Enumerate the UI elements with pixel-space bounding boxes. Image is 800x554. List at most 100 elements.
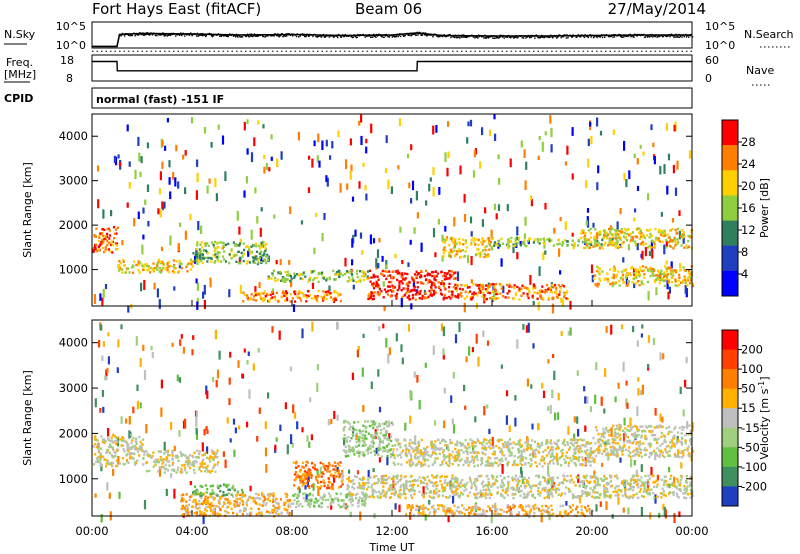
- band-cell: [511, 486, 514, 489]
- band-cell: [593, 236, 596, 239]
- n-sky-point: [292, 35, 294, 37]
- band-cell: [186, 507, 189, 510]
- n-sky-point: [283, 34, 285, 37]
- band-cell: [398, 489, 401, 492]
- band-cell: [691, 284, 694, 288]
- band-cell: [422, 282, 425, 285]
- n-sky-point: [373, 33, 375, 36]
- band-cell: [658, 281, 661, 285]
- n-sky-point: [201, 33, 203, 35]
- n-sky-point: [691, 34, 693, 36]
- n-sky-point: [123, 33, 125, 36]
- band-cell: [663, 232, 666, 235]
- scatter-cell: [349, 170, 352, 180]
- scatter-cell: [226, 417, 229, 424]
- band-cell: [137, 260, 140, 263]
- band-cell: [563, 295, 566, 299]
- n-sky-point: [429, 34, 431, 36]
- band-cell: [109, 445, 113, 449]
- band-cell: [667, 267, 670, 270]
- scatter-cell: [661, 416, 664, 423]
- n-sky-point: [182, 32, 184, 34]
- n-sky-point: [424, 34, 426, 36]
- band-cell: [442, 240, 445, 244]
- band-cell: [532, 287, 535, 290]
- band-cell: [674, 278, 677, 281]
- band-cell: [453, 480, 457, 483]
- band-cell: [675, 231, 678, 234]
- n-sky-point: [172, 32, 175, 35]
- band-cell: [516, 241, 519, 245]
- band-cell: [485, 254, 488, 257]
- band-cell: [440, 293, 444, 296]
- band-cell: [612, 233, 615, 236]
- band-cell: [114, 440, 117, 443]
- scatter-cell: [105, 376, 108, 381]
- scatter-cell: [173, 445, 176, 452]
- band-cell: [130, 266, 134, 269]
- band-cell: [296, 493, 299, 497]
- n-sky-point: [298, 34, 301, 36]
- n-sky-point: [302, 34, 304, 36]
- band-cell: [454, 283, 457, 287]
- band-cell: [462, 243, 465, 246]
- colorbar-tick-label: 20: [741, 179, 756, 193]
- band-cell: [296, 295, 299, 298]
- band-cell: [260, 243, 264, 246]
- band-cell: [467, 291, 470, 294]
- band-cell: [412, 488, 415, 492]
- band-cell: [329, 495, 332, 498]
- band-cell: [275, 497, 278, 501]
- band-cell: [501, 295, 505, 298]
- band-cell: [260, 292, 263, 295]
- band-cell: [136, 447, 139, 450]
- band-cell: [453, 255, 456, 258]
- n-sky-point: [674, 36, 676, 38]
- n-sky-point: [442, 35, 444, 38]
- band-cell: [562, 242, 565, 246]
- scatter-cell: [682, 409, 685, 417]
- band-cell: [116, 440, 119, 443]
- band-cell: [308, 505, 311, 508]
- band-cell: [394, 482, 398, 486]
- band-cell: [199, 491, 203, 495]
- band-cell: [597, 282, 600, 286]
- scatter-cell: [337, 130, 340, 138]
- n-sky-point: [293, 34, 295, 36]
- band-cell: [644, 266, 647, 269]
- freq-left-tick-bottom: 8: [66, 72, 73, 85]
- n-sky-point: [241, 36, 243, 38]
- band-cell: [352, 279, 355, 282]
- band-cell: [364, 273, 367, 276]
- band-cell: [361, 492, 364, 496]
- n-sky-point: [549, 36, 551, 39]
- band-cell: [437, 281, 440, 284]
- band-cell: [322, 479, 325, 482]
- band-cell: [377, 293, 380, 297]
- band-cell: [514, 292, 518, 295]
- band-cell: [130, 447, 133, 451]
- band-cell: [189, 466, 192, 469]
- n-sky-point: [200, 34, 202, 37]
- n-sky-point: [399, 33, 401, 35]
- scatter-cell: [228, 377, 231, 385]
- band-cell: [483, 494, 486, 498]
- band-cell: [180, 469, 183, 472]
- band-cell: [310, 297, 313, 300]
- scatter-cell: [228, 289, 231, 298]
- n-sky-point: [252, 35, 254, 38]
- band-cell: [246, 296, 249, 300]
- band-cell: [410, 489, 413, 492]
- band-cell: [389, 295, 392, 298]
- band-cell: [631, 239, 634, 242]
- n-sky-point: [682, 34, 685, 36]
- band-cell: [373, 453, 377, 456]
- band-cell: [687, 276, 690, 279]
- scatter-cell: [520, 470, 523, 478]
- n-sky-point: [556, 36, 559, 38]
- n-sky-point: [340, 36, 343, 38]
- band-cell: [112, 433, 115, 437]
- scatter-cell: [590, 135, 593, 145]
- n-sky-point: [523, 37, 525, 39]
- scatter-cell: [296, 421, 299, 430]
